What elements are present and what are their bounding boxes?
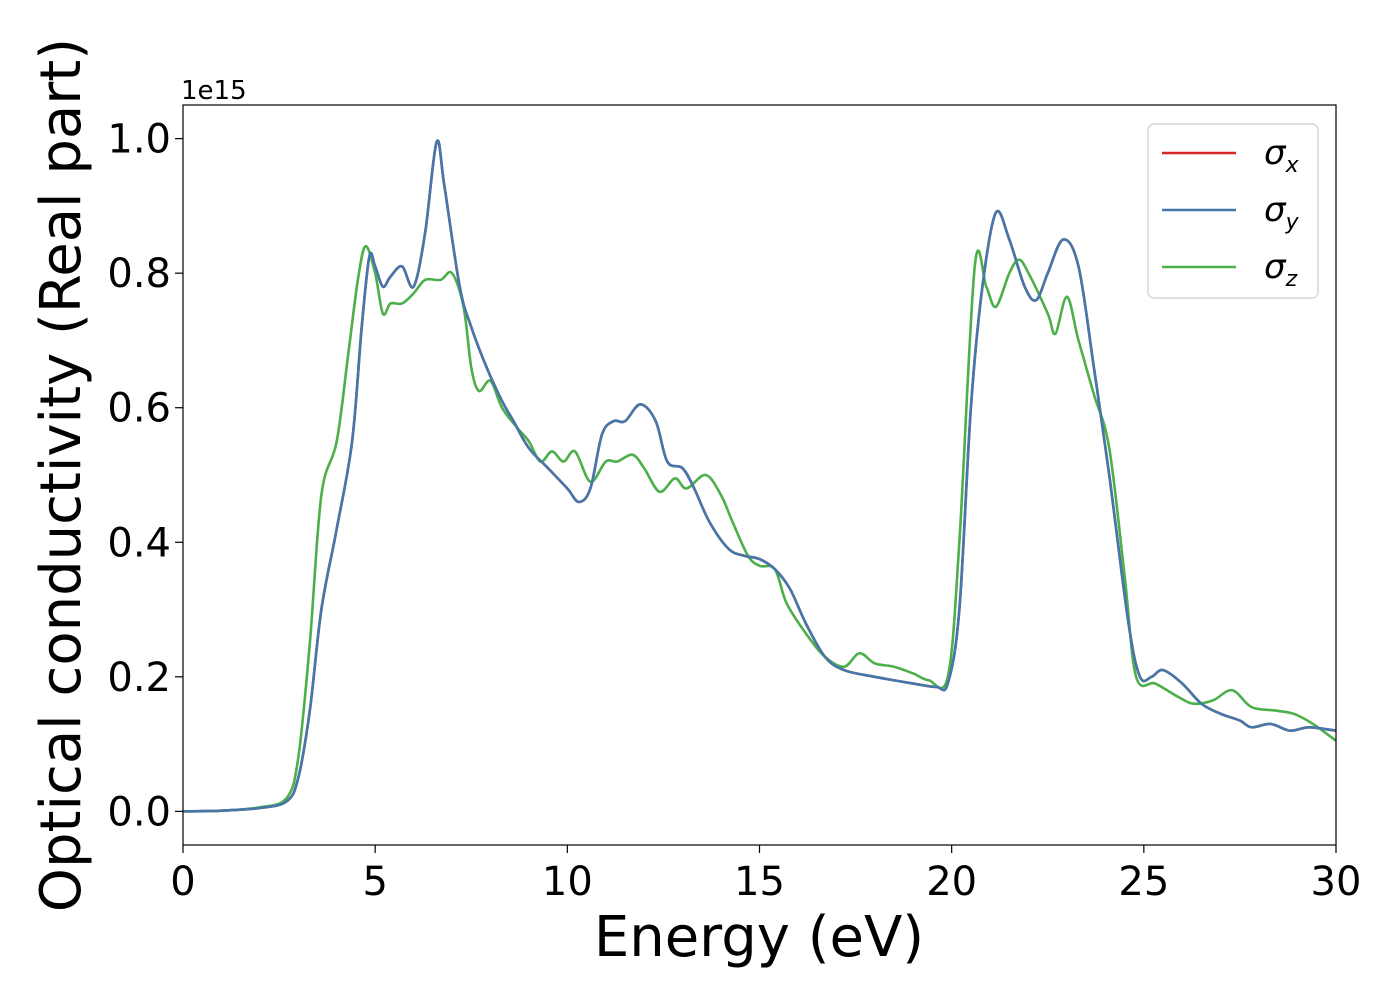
y-tick-label: 0.8 [107,251,171,297]
legend: σx σy σz [1147,123,1319,299]
legend-label-sigma-z: σz [1264,247,1298,292]
x-tick-label: 5 [362,859,387,905]
series-line-sigma-z [183,244,1336,813]
plot-area [183,139,1336,813]
x-tick-label: 0 [170,859,195,905]
x-tick-label: 15 [734,859,785,905]
legend-label-sigma-y: σy [1264,190,1300,235]
x-tick-label: 20 [926,859,977,905]
y-axis-ticks: 0.0 0.2 0.4 0.6 0.8 1.0 [107,117,183,835]
y-tick-label: 0.4 [107,520,171,566]
series-line-sigma-y [183,139,1336,813]
y-offset-label: 1e15 [181,76,247,106]
y-tick-label: 0.0 [107,789,171,835]
y-tick-label: 0.2 [107,655,171,701]
legend-label-sigma-x: σx [1264,133,1300,178]
plot-frame [182,104,1337,846]
x-tick-label: 30 [1311,859,1362,905]
x-tick-label: 10 [542,859,593,905]
y-tick-label: 1.0 [107,117,171,163]
x-axis-label: Energy (eV) [594,905,924,970]
x-tick-label: 25 [1118,859,1169,905]
y-tick-label: 0.6 [107,386,171,432]
y-axis-label: Optical conductivity (Real part) [29,38,94,912]
x-axis-ticks: 0 5 10 15 20 25 30 [170,845,1361,905]
